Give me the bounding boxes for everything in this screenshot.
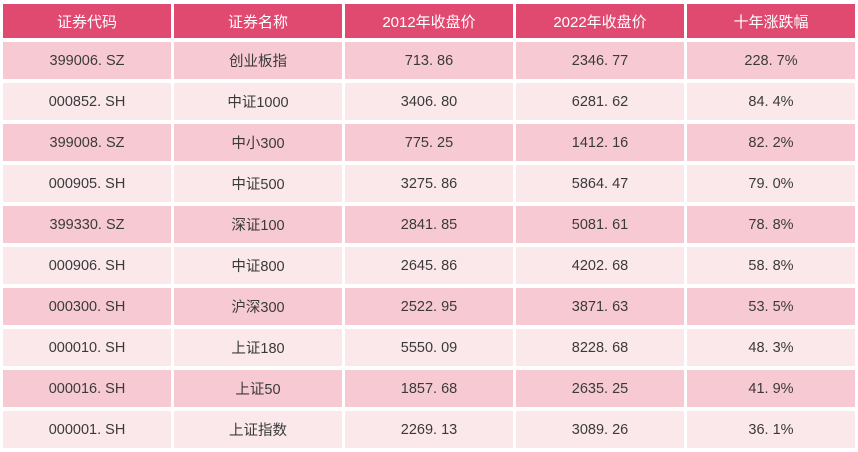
cell-close-2012: 775. 25 — [345, 124, 513, 161]
table-row: 000905. SH 中证500 3275. 86 5864. 47 79. 0… — [3, 165, 855, 202]
cell-name: 中证800 — [174, 247, 342, 284]
cell-change: 78. 8% — [687, 206, 855, 243]
cell-close-2012: 2841. 85 — [345, 206, 513, 243]
cell-code: 000001. SH — [3, 411, 171, 448]
cell-name: 中证1000 — [174, 83, 342, 120]
cell-name: 中小300 — [174, 124, 342, 161]
cell-name: 沪深300 — [174, 288, 342, 325]
cell-name: 中证500 — [174, 165, 342, 202]
cell-change: 84. 4% — [687, 83, 855, 120]
cell-close-2022: 3089. 26 — [516, 411, 684, 448]
cell-change: 228. 7% — [687, 42, 855, 79]
cell-code: 399006. SZ — [3, 42, 171, 79]
cell-close-2012: 2645. 86 — [345, 247, 513, 284]
cell-code: 000905. SH — [3, 165, 171, 202]
header-cell-change: 十年涨跌幅 — [687, 4, 855, 38]
header-row: 证券代码 证券名称 2012年收盘价 2022年收盘价 十年涨跌幅 — [3, 4, 855, 38]
cell-change: 82. 2% — [687, 124, 855, 161]
cell-close-2022: 3871. 63 — [516, 288, 684, 325]
table-row: 000852. SH 中证1000 3406. 80 6281. 62 84. … — [3, 83, 855, 120]
cell-name: 上证50 — [174, 370, 342, 407]
cell-code: 399330. SZ — [3, 206, 171, 243]
table-row: 000010. SH 上证180 5550. 09 8228. 68 48. 3… — [3, 329, 855, 366]
header-cell-close-2022: 2022年收盘价 — [516, 4, 684, 38]
cell-close-2022: 1412. 16 — [516, 124, 684, 161]
cell-code: 000906. SH — [3, 247, 171, 284]
cell-code: 000300. SH — [3, 288, 171, 325]
cell-code: 399008. SZ — [3, 124, 171, 161]
table-row: 000300. SH 沪深300 2522. 95 3871. 63 53. 5… — [3, 288, 855, 325]
cell-close-2012: 2269. 13 — [345, 411, 513, 448]
cell-change: 58. 8% — [687, 247, 855, 284]
cell-code: 000016. SH — [3, 370, 171, 407]
cell-close-2022: 2635. 25 — [516, 370, 684, 407]
cell-close-2012: 3406. 80 — [345, 83, 513, 120]
cell-close-2022: 5864. 47 — [516, 165, 684, 202]
cell-name: 创业板指 — [174, 42, 342, 79]
cell-name: 上证指数 — [174, 411, 342, 448]
cell-code: 000010. SH — [3, 329, 171, 366]
cell-change: 79. 0% — [687, 165, 855, 202]
cell-change: 36. 1% — [687, 411, 855, 448]
cell-code: 000852. SH — [3, 83, 171, 120]
cell-close-2022: 2346. 77 — [516, 42, 684, 79]
cell-close-2022: 5081. 61 — [516, 206, 684, 243]
cell-name: 深证100 — [174, 206, 342, 243]
table-row: 000906. SH 中证800 2645. 86 4202. 68 58. 8… — [3, 247, 855, 284]
cell-close-2022: 8228. 68 — [516, 329, 684, 366]
header-cell-name: 证券名称 — [174, 4, 342, 38]
table-row: 399330. SZ 深证100 2841. 85 5081. 61 78. 8… — [3, 206, 855, 243]
table-row: 000016. SH 上证50 1857. 68 2635. 25 41. 9% — [3, 370, 855, 407]
cell-change: 41. 9% — [687, 370, 855, 407]
header-cell-code: 证券代码 — [3, 4, 171, 38]
cell-close-2012: 5550. 09 — [345, 329, 513, 366]
cell-close-2012: 3275. 86 — [345, 165, 513, 202]
cell-close-2012: 713. 86 — [345, 42, 513, 79]
table-row: 000001. SH 上证指数 2269. 13 3089. 26 36. 1% — [3, 411, 855, 448]
cell-close-2022: 6281. 62 — [516, 83, 684, 120]
cell-change: 48. 3% — [687, 329, 855, 366]
cell-close-2012: 2522. 95 — [345, 288, 513, 325]
cell-close-2012: 1857. 68 — [345, 370, 513, 407]
cell-name: 上证180 — [174, 329, 342, 366]
cell-change: 53. 5% — [687, 288, 855, 325]
table-row: 399006. SZ 创业板指 713. 86 2346. 77 228. 7% — [3, 42, 855, 79]
table-row: 399008. SZ 中小300 775. 25 1412. 16 82. 2% — [3, 124, 855, 161]
cell-close-2022: 4202. 68 — [516, 247, 684, 284]
header-cell-close-2012: 2012年收盘价 — [345, 4, 513, 38]
